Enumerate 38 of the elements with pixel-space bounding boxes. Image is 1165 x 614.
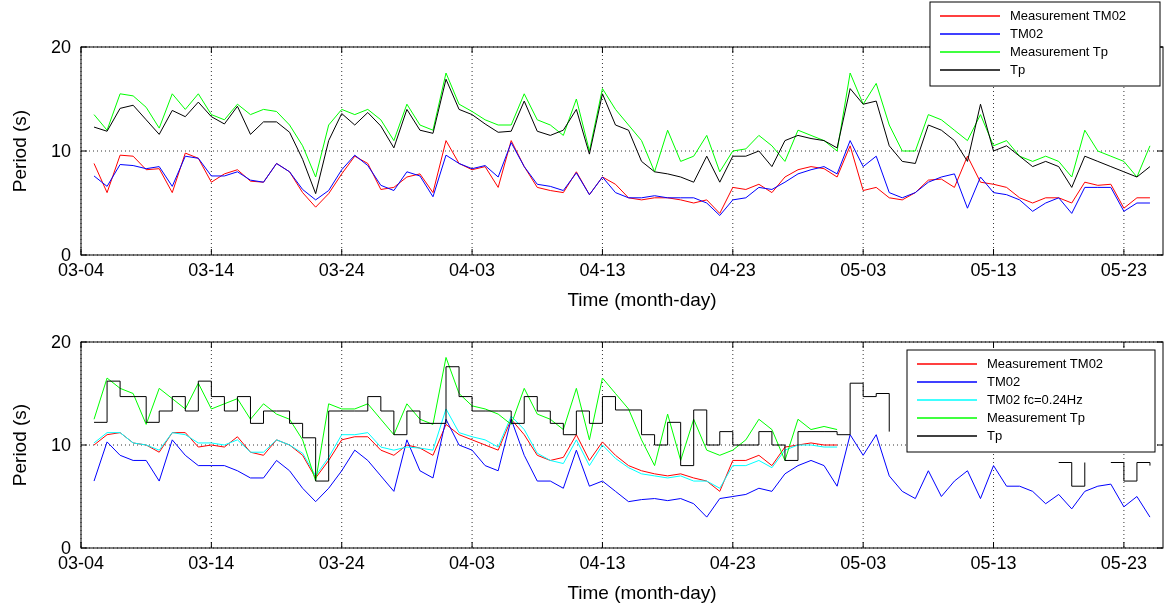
x-tick-label: 03-04 xyxy=(57,553,105,573)
x-tick-label: 05-23 xyxy=(1100,260,1147,280)
legend-label: TM02 xyxy=(987,374,1021,389)
legend-label: Tp xyxy=(1010,62,1026,77)
legend-label: TM02 fc=0.24Hz xyxy=(987,392,1083,407)
x-tick-label: 05-13 xyxy=(970,260,1017,280)
line-series xyxy=(93,356,838,482)
y-tick-label: 10 xyxy=(50,435,71,455)
x-tick-label: 04-13 xyxy=(579,553,626,573)
x-axis-title: Time (month-day) xyxy=(567,289,717,310)
line-series xyxy=(93,418,838,492)
legend-label: Measurement Tp xyxy=(987,410,1086,425)
x-tick-label: 05-03 xyxy=(840,260,887,280)
x-tick-label: 03-04 xyxy=(57,260,105,280)
x-tick-label: 05-23 xyxy=(1100,553,1147,573)
x-tick-label: 04-23 xyxy=(709,260,756,280)
x-tick-label: 05-13 xyxy=(970,553,1017,573)
x-tick-label: 04-23 xyxy=(709,553,756,573)
legend-label: TM02 xyxy=(1010,26,1044,41)
legend-label: Measurement TM02 xyxy=(987,356,1104,371)
x-tick-label: 04-03 xyxy=(449,260,496,280)
series-label: Tp xyxy=(987,428,1003,443)
legend-label: Measurement Tp xyxy=(1010,44,1109,59)
x-tick-label: 04-13 xyxy=(579,260,626,280)
x-tick-label: 03-24 xyxy=(318,260,365,280)
x-tick-label: 03-14 xyxy=(188,260,235,280)
y-axis-title: Period (s) xyxy=(9,109,30,193)
y-tick-label: 20 xyxy=(50,37,71,57)
x-tick-label: 03-14 xyxy=(188,553,235,573)
y-tick-label: 10 xyxy=(50,141,71,161)
x-tick-label: 03-24 xyxy=(318,553,365,573)
x-tick-label: 05-03 xyxy=(840,553,887,573)
line-series xyxy=(93,408,838,489)
y-axis-title: Period (s) xyxy=(9,403,30,487)
legend-label: Measurement TM02 xyxy=(1010,8,1127,23)
x-axis-title: Time (month-day) xyxy=(567,582,717,603)
x-tick-label: 04-03 xyxy=(449,553,496,573)
y-tick-label: 20 xyxy=(50,332,71,352)
